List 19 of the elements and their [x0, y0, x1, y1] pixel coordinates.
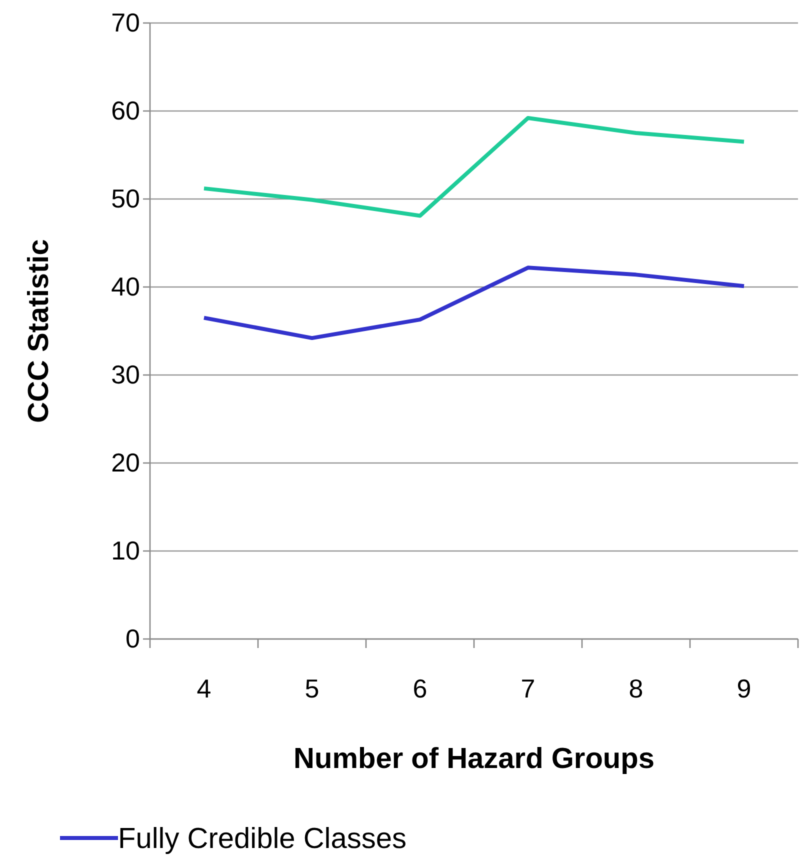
legend-label: Fully Credible Classes: [118, 823, 406, 855]
y-tick-label: 60: [111, 95, 140, 126]
x-tick-label: 5: [304, 673, 320, 704]
x-tick-label: 4: [196, 673, 212, 704]
x-tick-label: 6: [412, 673, 428, 704]
y-tick-label: 30: [111, 359, 140, 390]
y-tick-label: 10: [111, 535, 140, 566]
y-tick-label: 0: [126, 623, 140, 654]
x-tick-label: 9: [736, 673, 752, 704]
x-axis-title: Number of Hazard Groups: [294, 743, 654, 775]
y-axis-title: CCC Statistic: [23, 239, 55, 423]
y-tick-label: 50: [111, 183, 140, 214]
y-tick-label: 20: [111, 447, 140, 478]
x-tick-label: 7: [520, 673, 536, 704]
x-tick-label: 8: [628, 673, 644, 704]
line-series: [202, 266, 746, 340]
y-tick-label: 70: [111, 7, 140, 38]
line-series: [202, 116, 746, 218]
y-tick-label: 40: [111, 271, 140, 302]
